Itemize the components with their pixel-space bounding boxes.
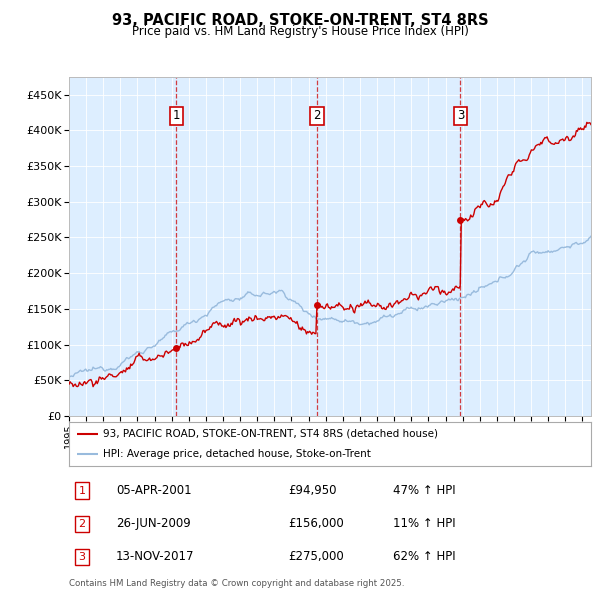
- Text: 93, PACIFIC ROAD, STOKE-ON-TRENT, ST4 8RS: 93, PACIFIC ROAD, STOKE-ON-TRENT, ST4 8R…: [112, 13, 488, 28]
- Text: £156,000: £156,000: [288, 517, 344, 530]
- Text: Price paid vs. HM Land Registry's House Price Index (HPI): Price paid vs. HM Land Registry's House …: [131, 25, 469, 38]
- Text: 62% ↑ HPI: 62% ↑ HPI: [392, 550, 455, 563]
- Text: 2: 2: [79, 519, 86, 529]
- Text: £275,000: £275,000: [288, 550, 344, 563]
- Text: 93, PACIFIC ROAD, STOKE-ON-TRENT, ST4 8RS (detached house): 93, PACIFIC ROAD, STOKE-ON-TRENT, ST4 8R…: [103, 429, 438, 439]
- Text: 13-NOV-2017: 13-NOV-2017: [116, 550, 194, 563]
- Text: 1: 1: [79, 486, 86, 496]
- Text: HPI: Average price, detached house, Stoke-on-Trent: HPI: Average price, detached house, Stok…: [103, 449, 371, 459]
- Text: £94,950: £94,950: [288, 484, 337, 497]
- Text: 1: 1: [173, 110, 180, 123]
- Text: 2: 2: [313, 110, 320, 123]
- Text: 11% ↑ HPI: 11% ↑ HPI: [392, 517, 455, 530]
- Text: 47% ↑ HPI: 47% ↑ HPI: [392, 484, 455, 497]
- Text: 05-APR-2001: 05-APR-2001: [116, 484, 191, 497]
- Text: Contains HM Land Registry data © Crown copyright and database right 2025.
This d: Contains HM Land Registry data © Crown c…: [69, 579, 404, 590]
- Text: 3: 3: [79, 552, 86, 562]
- Text: 3: 3: [457, 110, 464, 123]
- Text: 26-JUN-2009: 26-JUN-2009: [116, 517, 191, 530]
